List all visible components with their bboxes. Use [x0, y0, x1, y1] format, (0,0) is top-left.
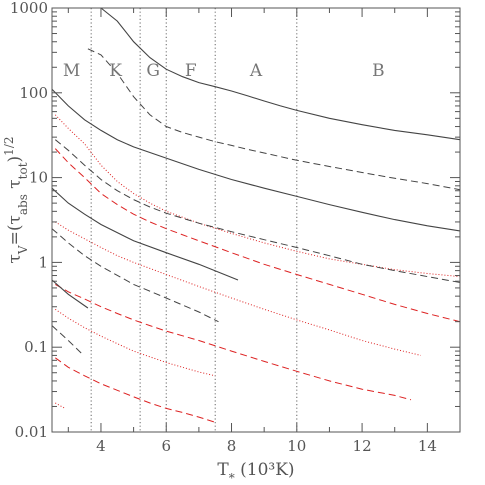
series-line-dotted [55, 308, 216, 377]
series-line-dashed [54, 148, 461, 323]
series-line-solid [51, 279, 89, 309]
x-axis-title: T* (10³K) [217, 460, 294, 485]
spectral-class-label: F [185, 61, 197, 81]
y-axis-title: τV=(τabs τtot)1/2 [2, 137, 30, 264]
plot-frame [51, 7, 461, 433]
y-tick-label: 1 [38, 253, 48, 271]
spectral-class-label: M [63, 61, 80, 81]
y-tick-label: 0.01 [15, 423, 48, 441]
y-tick-label: 10 [29, 169, 48, 187]
series-line-dotted [55, 221, 421, 356]
x-tick-label: 4 [96, 437, 106, 455]
series-line-dashed [51, 325, 82, 354]
y-tick-label: 100 [19, 84, 48, 102]
axis-ticks: 4 6 8 10 12 14 0.01 0.1 1 10 100 1000 [10, 0, 461, 455]
series-line-solid [51, 187, 239, 281]
spectral-boundaries [90, 8, 298, 432]
series-line-solid [51, 88, 461, 232]
x-tick-label: 12 [353, 437, 372, 455]
series-line-dotted [55, 402, 66, 409]
series-line-dashed [51, 228, 219, 323]
series-line-dashed [54, 139, 461, 283]
spectral-class-label: G [146, 61, 160, 81]
y-tick-label: 0.1 [24, 338, 48, 356]
x-tick-label: 10 [287, 437, 306, 455]
data-series [51, 7, 461, 423]
y-tick-label: 1000 [10, 0, 48, 17]
series-line-dashed [55, 357, 216, 423]
series-line-solid [100, 7, 461, 141]
series-line-dashed [55, 283, 412, 401]
x-tick-label: 14 [418, 437, 437, 455]
spectral-class-label: K [109, 61, 122, 81]
x-tick-label: 6 [161, 437, 171, 455]
spectral-class-label: A [249, 61, 263, 81]
spectral-class-label: B [372, 61, 385, 81]
x-tick-label: 8 [227, 437, 237, 455]
series-line-dashed [87, 48, 461, 191]
